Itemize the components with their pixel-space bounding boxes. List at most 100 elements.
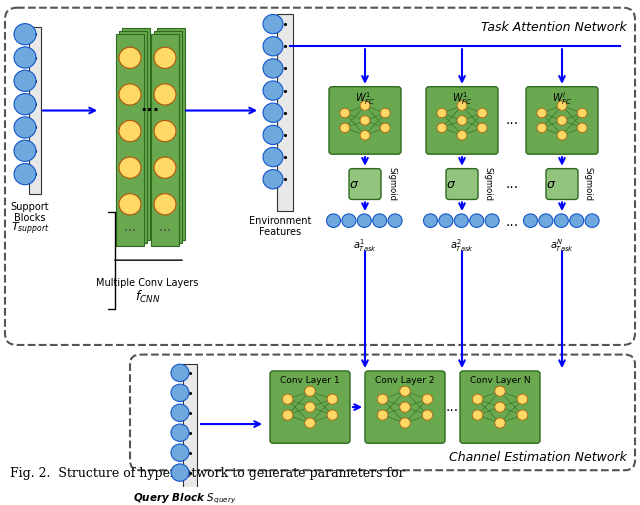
Circle shape <box>171 364 189 382</box>
Bar <box>277 15 293 211</box>
Circle shape <box>342 214 356 227</box>
Circle shape <box>14 93 36 115</box>
Bar <box>183 364 197 489</box>
Circle shape <box>154 194 176 215</box>
Circle shape <box>327 410 338 420</box>
Circle shape <box>327 394 338 404</box>
FancyBboxPatch shape <box>365 371 445 443</box>
Circle shape <box>495 386 505 396</box>
Circle shape <box>539 214 553 227</box>
Circle shape <box>439 214 453 227</box>
Text: $W^1_{FC}$: $W^1_{FC}$ <box>355 90 375 108</box>
Text: $\sigma$: $\sigma$ <box>446 178 456 190</box>
Circle shape <box>517 394 527 404</box>
Text: Sigmoid: Sigmoid <box>484 167 493 201</box>
FancyBboxPatch shape <box>426 87 498 154</box>
Circle shape <box>437 108 447 118</box>
Circle shape <box>14 24 36 45</box>
Circle shape <box>119 194 141 215</box>
Circle shape <box>470 214 484 227</box>
FancyBboxPatch shape <box>526 87 598 154</box>
Circle shape <box>119 157 141 178</box>
Circle shape <box>305 402 316 412</box>
Circle shape <box>437 123 447 133</box>
Circle shape <box>263 103 283 122</box>
Circle shape <box>424 214 438 227</box>
Circle shape <box>554 214 568 227</box>
Circle shape <box>263 59 283 78</box>
Text: $a^2_{Task}$: $a^2_{Task}$ <box>450 237 474 254</box>
Text: $W^1_{FC}$: $W^1_{FC}$ <box>452 90 472 108</box>
Circle shape <box>517 410 527 420</box>
Text: ...: ... <box>506 114 518 127</box>
Circle shape <box>537 123 547 133</box>
Circle shape <box>477 108 487 118</box>
Circle shape <box>305 386 316 396</box>
Circle shape <box>263 81 283 100</box>
Text: Multiple Conv Layers: Multiple Conv Layers <box>96 278 198 287</box>
Circle shape <box>380 108 390 118</box>
Circle shape <box>537 108 547 118</box>
Circle shape <box>263 15 283 34</box>
Circle shape <box>171 464 189 481</box>
Circle shape <box>372 214 387 227</box>
Circle shape <box>14 117 36 138</box>
Text: $\sigma$: $\sigma$ <box>349 178 359 190</box>
Circle shape <box>457 131 467 140</box>
Circle shape <box>305 418 316 428</box>
Text: $a^1_{Task}$: $a^1_{Task}$ <box>353 237 377 254</box>
Text: $W^l_{FC}$: $W^l_{FC}$ <box>552 90 572 108</box>
Circle shape <box>154 157 176 178</box>
Circle shape <box>570 214 584 227</box>
Text: Environment
Features: Environment Features <box>249 216 311 237</box>
Text: $T_{support}$: $T_{support}$ <box>10 221 49 237</box>
Circle shape <box>119 47 141 68</box>
Circle shape <box>154 121 176 141</box>
Text: Support
Blocks: Support Blocks <box>11 202 49 223</box>
Circle shape <box>360 101 370 110</box>
Circle shape <box>378 394 388 404</box>
Circle shape <box>454 214 468 227</box>
Circle shape <box>400 418 410 428</box>
Text: Sigmoid: Sigmoid <box>584 167 593 201</box>
FancyBboxPatch shape <box>446 169 478 199</box>
Text: ...: ... <box>446 400 459 414</box>
Circle shape <box>422 394 433 404</box>
Bar <box>122 28 150 240</box>
Circle shape <box>154 84 176 105</box>
FancyBboxPatch shape <box>546 169 578 199</box>
Circle shape <box>577 108 587 118</box>
Circle shape <box>472 394 483 404</box>
Circle shape <box>360 116 370 125</box>
Circle shape <box>524 214 538 227</box>
Text: Fig. 2.  Structure of hypernetwork to generate parameters for: Fig. 2. Structure of hypernetwork to gen… <box>10 467 404 480</box>
Circle shape <box>585 214 599 227</box>
Circle shape <box>495 402 505 412</box>
Circle shape <box>154 47 176 68</box>
Circle shape <box>14 140 36 162</box>
Text: ...: ... <box>506 177 518 191</box>
Circle shape <box>388 214 402 227</box>
Text: Conv Layer 1: Conv Layer 1 <box>280 376 340 385</box>
Text: ···: ··· <box>140 102 159 120</box>
Circle shape <box>378 410 388 420</box>
Bar <box>151 34 179 246</box>
Circle shape <box>263 37 283 56</box>
Bar <box>119 31 147 243</box>
Text: $a^N_{Task}$: $a^N_{Task}$ <box>550 237 574 254</box>
FancyBboxPatch shape <box>460 371 540 443</box>
Circle shape <box>119 121 141 141</box>
Circle shape <box>380 123 390 133</box>
Circle shape <box>263 125 283 144</box>
Circle shape <box>577 123 587 133</box>
Circle shape <box>119 84 141 105</box>
Circle shape <box>457 116 467 125</box>
Circle shape <box>340 123 349 133</box>
Circle shape <box>171 424 189 441</box>
Circle shape <box>282 394 293 404</box>
Circle shape <box>477 123 487 133</box>
FancyBboxPatch shape <box>349 169 381 199</box>
Circle shape <box>340 108 349 118</box>
Text: Query Block $S_{query}$: Query Block $S_{query}$ <box>133 491 237 505</box>
Circle shape <box>14 47 36 68</box>
